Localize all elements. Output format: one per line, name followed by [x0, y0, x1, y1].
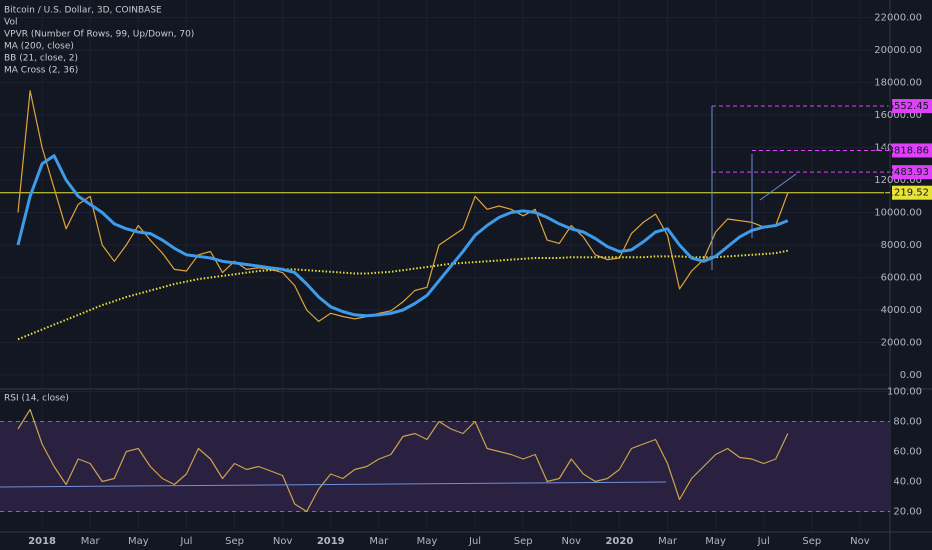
x-tick-label: Jul	[757, 536, 770, 547]
x-tick-label: Mar	[369, 536, 389, 547]
x-tick-label: 2018	[28, 536, 56, 547]
y-tick-label: 4000.00	[881, 305, 922, 316]
x-tick-label: 2019	[317, 536, 345, 547]
x-tick-label: Sep	[514, 536, 533, 547]
y-tick-label: 100.00	[887, 387, 922, 398]
marks	[0, 90, 890, 513]
legend: Bitcoin / U.S. Dollar, 3D, COINBASE Vol …	[4, 6, 194, 404]
y-tick-label: 6000.00	[881, 273, 922, 284]
y-tick-label: 20000.00	[874, 45, 922, 56]
price-label: 12483.93	[881, 167, 929, 178]
x-tick-label: May	[417, 536, 438, 547]
x-tick-label: Nov	[273, 536, 293, 547]
x-tick-label: May	[705, 536, 726, 547]
series-line	[17, 249, 788, 341]
price-label: 11219.52	[881, 188, 929, 199]
legend-item: MA (200, close)	[4, 42, 74, 52]
rsi-band-fill	[0, 421, 890, 512]
rsi-trend-arrow	[0, 481, 667, 488]
y-tick-label: 8000.00	[881, 240, 922, 251]
legend-item: VPVR (Number Of Rows, 99, Up/Down, 70)	[4, 30, 194, 40]
y-tick-label: 16000.00	[874, 110, 922, 121]
x-tick-label: Mar	[658, 536, 678, 547]
y-tick-label: 40.00	[893, 477, 922, 488]
price-label-box	[892, 185, 932, 200]
x-tick-label: Nov	[562, 536, 582, 547]
y-tick-label: 18000.00	[874, 78, 922, 89]
legend-symbol: Bitcoin / U.S. Dollar, 3D, COINBASE	[4, 6, 162, 16]
x-tick-label: Sep	[802, 536, 821, 547]
y-tick-label: 20.00	[893, 507, 922, 518]
x-tick-label: Jul	[179, 536, 192, 547]
legend-item: Vol	[4, 18, 17, 28]
y-tick-label: 22000.00	[874, 13, 922, 24]
drawings	[0, 106, 797, 488]
x-tick-label: 2020	[605, 536, 633, 547]
series-line	[17, 408, 789, 513]
y-tick-label: 10000.00	[874, 208, 922, 219]
price-label: 16552.45	[881, 101, 929, 112]
x-tick-label: Mar	[81, 536, 101, 547]
series-line	[16, 154, 789, 318]
legend-item: MA Cross (2, 36)	[4, 66, 78, 76]
x-tick-label: Sep	[225, 536, 244, 547]
arrow	[759, 173, 797, 201]
x-tick-label: Jul	[468, 536, 481, 547]
legend-item: BB (21, close, 2)	[4, 54, 78, 64]
legend-item: RSI (14, close)	[4, 394, 69, 404]
x-tick-label: Nov	[850, 536, 870, 547]
x-tick-label: May	[128, 536, 149, 547]
y-tick-label: 2000.00	[881, 338, 922, 349]
series-line	[17, 90, 789, 322]
y-tick-label: 12000.00	[874, 175, 922, 186]
price-label: 13818.86	[881, 145, 929, 156]
y-tick-label: 0.00	[900, 370, 922, 381]
price-label-box	[892, 165, 932, 180]
y-tick-label: 80.00	[893, 417, 922, 428]
price-label-box	[892, 143, 932, 158]
y-tick-label: 60.00	[893, 447, 922, 458]
price-label-box	[892, 99, 932, 114]
